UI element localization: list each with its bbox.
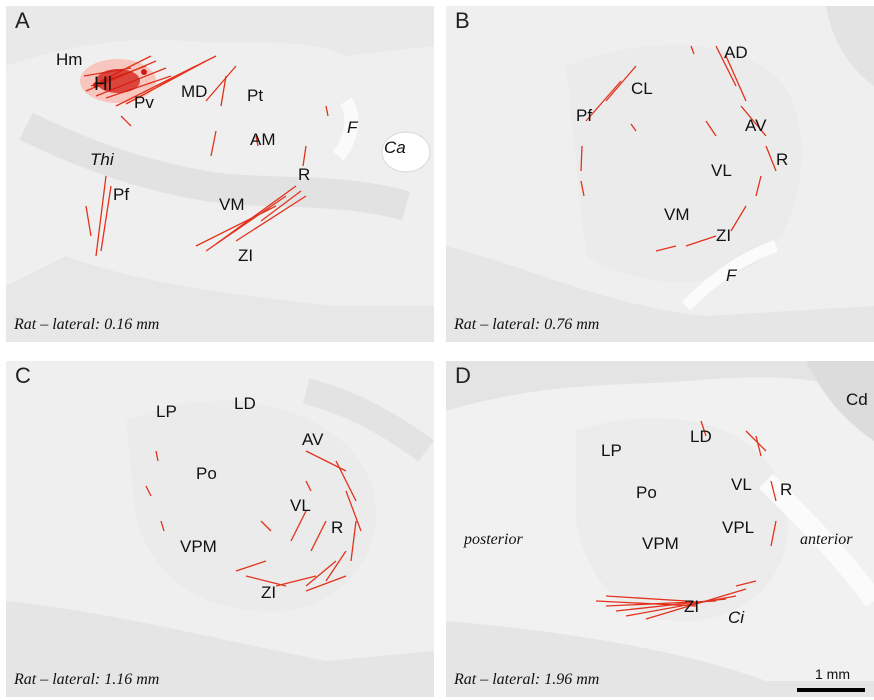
tissue-section-b <box>446 6 874 342</box>
region-f-b: F <box>726 266 737 285</box>
region-zi-d: ZI <box>684 597 700 616</box>
region-md: MD <box>181 82 208 101</box>
region-vpl: VPL <box>722 518 755 537</box>
region-po-d: Po <box>636 483 657 502</box>
label-anterior: anterior <box>800 531 853 548</box>
panel-letter-b: B <box>455 8 470 33</box>
region-zi-b: ZI <box>716 226 732 245</box>
region-vm-b: VM <box>664 205 690 224</box>
region-pf: Pf <box>113 185 130 204</box>
region-cd: Cd <box>846 390 868 409</box>
region-pf-b: Pf <box>576 106 593 125</box>
region-f: F <box>347 118 358 137</box>
region-hm: Hm <box>56 50 83 69</box>
scale-bar <box>797 688 865 692</box>
tissue-section-d <box>446 361 874 697</box>
labeling-overlay-b <box>580 45 777 252</box>
region-vpm: VPM <box>180 537 217 556</box>
region-pv: Pv <box>134 93 154 112</box>
caption-a: Rat – lateral: 0.16 mm <box>14 316 160 333</box>
labeling-overlay-d <box>595 420 777 620</box>
tissue-section-c <box>6 361 434 697</box>
tissue-section-a <box>6 6 434 342</box>
region-vm: VM <box>219 195 245 214</box>
region-r: R <box>298 165 311 184</box>
scale-bar-label: 1 mm <box>815 666 850 682</box>
region-ci: Ci <box>728 608 745 627</box>
region-vpm-d: VPM <box>642 534 679 553</box>
panel-letter-c: C <box>15 363 31 388</box>
caption-c: Rat – lateral: 1.16 mm <box>14 671 160 688</box>
region-r-b: R <box>776 150 789 169</box>
region-am: AM <box>250 130 276 149</box>
panel-letter-d: D <box>455 363 471 388</box>
region-ad: AD <box>724 43 748 62</box>
labeling-overlay-a <box>83 55 329 257</box>
region-pt: Pt <box>247 86 264 105</box>
region-r-d: R <box>780 480 793 499</box>
label-posterior: posterior <box>464 531 523 548</box>
labeling-overlay-c <box>145 450 362 592</box>
panel-c: C LP LD AV Po VL R VPM ZI Rat – lateral:… <box>6 361 434 697</box>
region-zi-c: ZI <box>261 583 277 602</box>
region-ca: Ca <box>384 138 406 157</box>
region-zi: ZI <box>238 246 254 265</box>
region-ld-d: LD <box>690 427 712 446</box>
region-av-c: AV <box>302 430 324 449</box>
panel-b: B AD CL Pf AV VL R VM ZI F Rat – lateral… <box>446 6 874 342</box>
region-lp-d: LP <box>601 441 622 460</box>
region-vl-c: VL <box>290 496 311 515</box>
region-r-c: R <box>331 518 344 537</box>
panel-letter-a: A <box>15 8 30 33</box>
panel-a: A Hm Hl Pv MD Pt AM F Ca Thi Pf VM R ZI … <box>6 6 434 342</box>
region-lp: LP <box>156 402 177 421</box>
region-hl: Hl <box>94 74 112 95</box>
region-cl: CL <box>631 79 653 98</box>
region-po: Po <box>196 464 217 483</box>
region-thi: Thi <box>90 150 114 169</box>
panel-d: D Cd LD LP VL R Po VPL VPM ZI Ci posteri… <box>446 361 874 697</box>
region-vl-d: VL <box>731 475 752 494</box>
caption-b: Rat – lateral: 0.76 mm <box>454 316 600 333</box>
region-ld: LD <box>234 394 256 413</box>
region-av: AV <box>745 116 767 135</box>
caption-d: Rat – lateral: 1.96 mm <box>454 671 600 688</box>
region-vl: VL <box>711 161 732 180</box>
